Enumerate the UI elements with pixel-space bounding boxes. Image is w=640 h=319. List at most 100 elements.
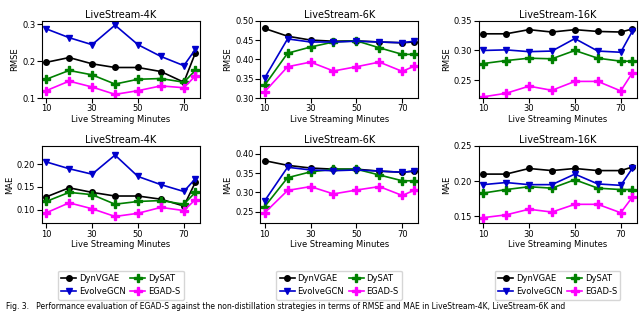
DynVGAE xyxy=(479,172,487,176)
DySAT xyxy=(479,191,487,195)
EvolveGCN xyxy=(399,41,406,45)
DySAT xyxy=(42,78,50,81)
DynVGAE xyxy=(42,60,50,64)
DySAT xyxy=(628,59,636,63)
Line: DySAT: DySAT xyxy=(479,46,636,68)
EvolveGCN xyxy=(353,39,360,43)
DynVGAE xyxy=(191,51,199,55)
Line: DynVGAE: DynVGAE xyxy=(262,26,417,46)
EGAD-S xyxy=(180,86,188,90)
Y-axis label: MAE: MAE xyxy=(223,175,232,194)
EvolveGCN xyxy=(88,43,96,47)
DynVGAE xyxy=(410,169,418,173)
EGAD-S xyxy=(571,79,579,83)
Title: LiveStream-6K: LiveStream-6K xyxy=(303,10,375,20)
DySAT xyxy=(284,51,291,55)
Line: EvolveGCN: EvolveGCN xyxy=(43,152,199,195)
EvolveGCN xyxy=(111,153,119,157)
EGAD-S xyxy=(42,89,50,93)
EGAD-S xyxy=(260,211,268,215)
EGAD-S xyxy=(502,91,510,95)
DySAT xyxy=(157,199,164,203)
EvolveGCN xyxy=(571,37,579,41)
EGAD-S xyxy=(410,64,418,68)
Line: DySAT: DySAT xyxy=(479,175,636,197)
EvolveGCN xyxy=(284,165,291,169)
Legend: DynVGAE, EvolveGCN, DySAT, EGAD-S: DynVGAE, EvolveGCN, DySAT, EGAD-S xyxy=(276,271,402,300)
EvolveGCN xyxy=(134,174,142,178)
X-axis label: Live Streaming Minutes: Live Streaming Minutes xyxy=(508,240,607,249)
Title: LiveStream-6K: LiveStream-6K xyxy=(303,135,375,145)
EGAD-S xyxy=(628,71,636,75)
DySAT xyxy=(111,82,119,86)
DynVGAE xyxy=(410,40,418,44)
EGAD-S xyxy=(65,79,73,83)
EvolveGCN xyxy=(88,172,96,176)
DySAT xyxy=(42,200,50,204)
X-axis label: Live Streaming Minutes: Live Streaming Minutes xyxy=(289,240,389,249)
Y-axis label: RMSE: RMSE xyxy=(10,48,19,71)
EGAD-S xyxy=(134,211,142,215)
DynVGAE xyxy=(353,167,360,171)
DynVGAE xyxy=(65,56,73,59)
Title: LiveStream-16K: LiveStream-16K xyxy=(519,10,596,20)
DySAT xyxy=(88,73,96,77)
DySAT xyxy=(571,178,579,182)
Line: DySAT: DySAT xyxy=(260,165,418,211)
Title: LiveStream-16K: LiveStream-16K xyxy=(519,135,596,145)
EGAD-S xyxy=(180,209,188,212)
DynVGAE xyxy=(260,26,268,30)
Line: EvolveGCN: EvolveGCN xyxy=(261,164,417,204)
DynVGAE xyxy=(617,30,625,34)
DynVGAE xyxy=(571,28,579,32)
EGAD-S xyxy=(88,207,96,211)
DynVGAE xyxy=(376,40,383,44)
DynVGAE xyxy=(502,172,510,176)
DySAT xyxy=(65,69,73,72)
Line: EvolveGCN: EvolveGCN xyxy=(479,28,636,56)
Line: DynVGAE: DynVGAE xyxy=(44,50,198,85)
EGAD-S xyxy=(42,211,50,215)
EGAD-S xyxy=(330,69,337,73)
DynVGAE xyxy=(548,30,556,34)
DySAT xyxy=(191,69,199,72)
EvolveGCN xyxy=(111,23,119,27)
DySAT xyxy=(502,59,510,63)
X-axis label: Live Streaming Minutes: Live Streaming Minutes xyxy=(289,115,389,124)
EGAD-S xyxy=(260,90,268,94)
EvolveGCN xyxy=(410,169,418,173)
EGAD-S xyxy=(307,185,314,189)
DynVGAE xyxy=(628,27,636,31)
Line: DynVGAE: DynVGAE xyxy=(262,158,417,175)
DySAT xyxy=(65,190,73,194)
DynVGAE xyxy=(525,167,533,170)
DynVGAE xyxy=(594,169,602,173)
Line: EGAD-S: EGAD-S xyxy=(42,72,200,99)
Line: DySAT: DySAT xyxy=(42,188,200,208)
DynVGAE xyxy=(307,38,314,42)
EvolveGCN xyxy=(307,168,314,172)
DynVGAE xyxy=(628,165,636,169)
DySAT xyxy=(410,179,418,183)
EGAD-S xyxy=(479,95,487,99)
DySAT xyxy=(88,193,96,197)
X-axis label: Live Streaming Minutes: Live Streaming Minutes xyxy=(71,240,170,249)
EGAD-S xyxy=(134,89,142,93)
EGAD-S xyxy=(594,203,602,206)
DynVGAE xyxy=(180,204,188,208)
DySAT xyxy=(525,185,533,189)
DySAT xyxy=(525,56,533,60)
EGAD-S xyxy=(191,198,199,202)
EvolveGCN xyxy=(628,30,636,33)
EvolveGCN xyxy=(399,170,406,174)
EvolveGCN xyxy=(525,183,533,187)
EGAD-S xyxy=(111,215,119,219)
EGAD-S xyxy=(548,88,556,92)
EvolveGCN xyxy=(548,49,556,53)
Line: DynVGAE: DynVGAE xyxy=(480,164,635,177)
DynVGAE xyxy=(157,197,164,201)
EvolveGCN xyxy=(502,48,510,52)
DySAT xyxy=(191,190,199,194)
EGAD-S xyxy=(157,84,164,88)
EvolveGCN xyxy=(307,40,314,44)
